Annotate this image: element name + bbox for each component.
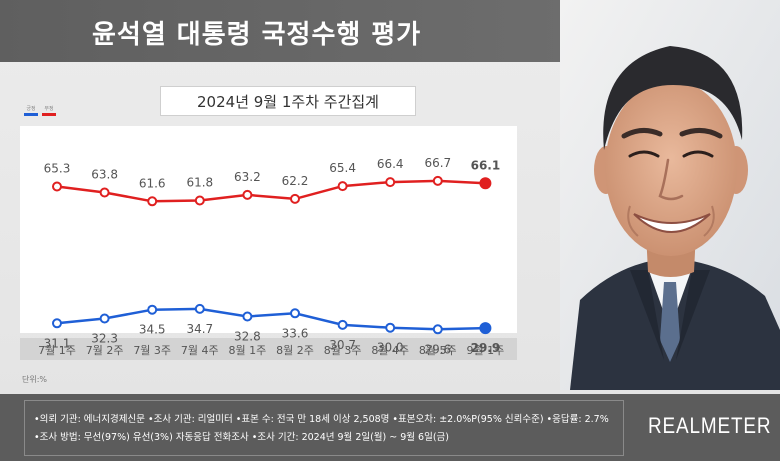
data-label-disapprove: 62.2 [282,174,309,188]
x-tick-label: 7월 4주 [180,344,219,357]
data-label-approve: 29.9 [471,341,501,355]
data-label-disapprove: 66.1 [471,158,501,172]
data-label-disapprove: 63.2 [234,170,261,184]
data-point-approve [337,319,348,330]
data-point-approve [194,303,205,314]
data-label-disapprove: 65.3 [44,162,71,176]
x-tick-label: 8월 4주 [371,344,410,357]
chart-legend: 긍정 부정 [24,106,56,116]
chart-subtitle: 2024년 9월 1주차 주간집계 [160,86,416,116]
data-label-disapprove: 63.8 [91,168,118,182]
series-line-approve [56,307,486,331]
data-label-approve: 31.1 [44,336,71,350]
data-label-disapprove: 66.4 [377,157,404,171]
data-point-disapprove [147,196,158,207]
footer-line-1: •의뢰 기관: 에너지경제신문 •조사 기관: 리얼미터 •표본 수: 전국 만… [34,414,609,425]
president-photo [560,0,780,390]
x-tick-label: 8월 5주 [418,344,457,357]
data-point-approve [99,313,110,324]
legend-item-approve: 긍정 [24,106,38,116]
legend-label-disapprove: 부정 [44,106,54,112]
x-tick-label: 8월 2주 [276,344,314,357]
data-label-disapprove: 65.4 [329,161,356,175]
data-point-disapprove [242,189,253,200]
x-tick-label: 8월 3주 [323,344,362,357]
data-point-disapprove [290,193,300,204]
x-tick-label: 7월 1주 [38,344,76,357]
x-tick-label: 7월 2주 [85,344,124,357]
legend-swatch-approve [24,113,38,116]
data-point-approve [385,322,396,333]
data-label-approve: 32.3 [91,332,118,346]
title-bar: 윤석열 대통령 국정수행 평가 [0,0,605,62]
data-point-disapprove [52,181,62,192]
legend-label-approve: 긍정 [26,106,36,112]
legend-item-disapprove: 부정 [42,106,56,116]
data-point-approve [432,324,443,335]
x-tick-label: 8월 1주 [228,344,267,357]
data-point-disapprove [99,187,110,198]
data-point-disapprove [479,177,492,190]
plot-area [20,126,517,333]
data-point-approve [147,304,158,315]
data-label-approve: 34.7 [186,322,213,336]
data-point-disapprove [385,177,396,188]
series-line-disapprove [56,179,486,203]
x-tick-label: 7월 3주 [133,344,172,357]
data-label-disapprove: 61.8 [186,176,213,190]
data-label-disapprove: 66.7 [424,156,451,170]
data-label-approve: 30.7 [329,338,356,352]
data-point-disapprove [194,195,205,206]
footer-info-box [24,400,624,456]
unit-label: 단위:% [22,375,48,384]
data-label-approve: 29.6 [424,342,451,356]
data-point-approve [290,308,300,319]
data-label-approve: 30.0 [377,341,404,355]
data-point-disapprove [337,181,348,192]
footer-line-2: •조사 방법: 무선(97%) 유선(3%) 자동응답 전화조사 •조사 기간:… [34,432,449,443]
data-label-approve: 33.6 [282,326,309,340]
data-point-approve [242,311,253,322]
data-label-disapprove: 61.6 [139,176,166,190]
data-point-disapprove [432,175,443,186]
data-point-approve [52,318,62,329]
data-label-approve: 34.5 [139,323,166,337]
footer [0,394,780,461]
legend-swatch-disapprove [42,113,56,116]
page-title: 윤석열 대통령 국정수행 평가 [92,20,422,50]
brand-logo: REALMETER [648,413,772,438]
data-point-approve [479,322,492,335]
data-label-approve: 32.8 [234,330,261,344]
x-tick-label: 9월 1주 [466,344,505,357]
x-axis-strip [20,338,517,360]
